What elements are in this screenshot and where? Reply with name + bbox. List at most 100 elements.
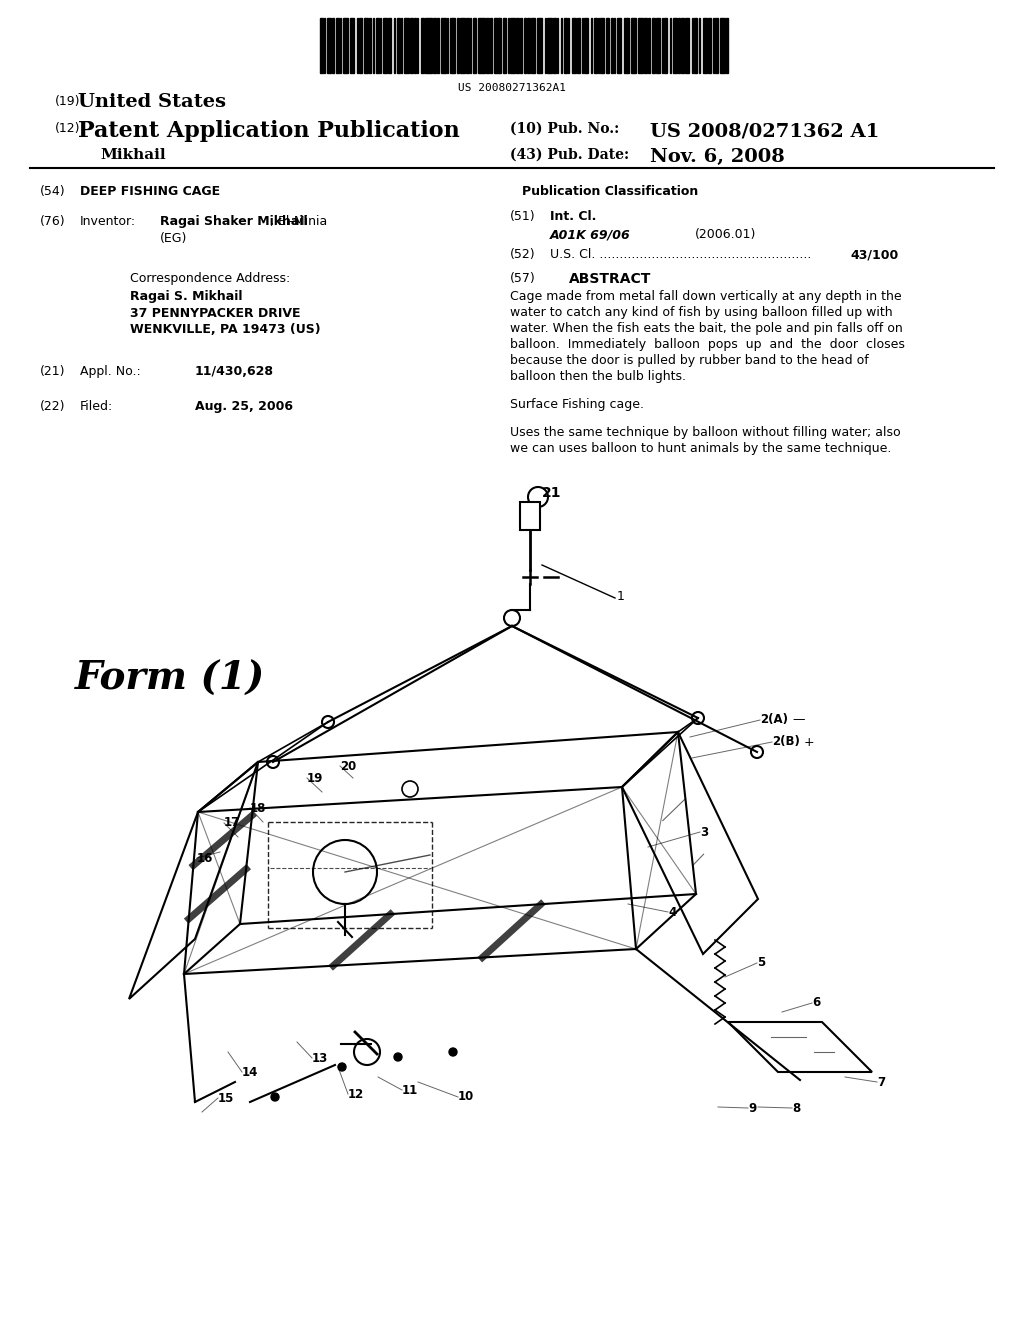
Text: 1: 1 [617,590,625,602]
Bar [503,18,506,73]
Bar [698,18,700,73]
Text: 14: 14 [242,1065,258,1078]
Bar [441,18,445,73]
Text: ABSTRACT: ABSTRACT [568,272,651,286]
Text: United States: United States [78,92,226,111]
Text: 9: 9 [748,1101,757,1114]
Bar [577,18,580,73]
Text: Nov. 6, 2008: Nov. 6, 2008 [650,148,784,166]
Text: (12): (12) [55,121,81,135]
Bar [404,18,409,73]
Text: 13: 13 [312,1052,329,1064]
Bar [340,18,341,73]
Text: 12: 12 [348,1088,365,1101]
Bar [644,18,646,73]
Bar [324,18,326,73]
Bar [425,18,430,73]
Bar [648,18,649,73]
Text: Patent Application Publication: Patent Application Publication [78,120,460,143]
Bar [343,18,344,73]
Bar [356,18,358,73]
Bar [616,18,622,73]
Bar [692,18,693,73]
Bar [369,18,371,73]
Bar [437,18,439,73]
Text: , El-Minia: , El-Minia [270,215,328,228]
Text: (19): (19) [55,95,81,108]
Bar [332,18,334,73]
Bar [708,18,711,73]
Text: (EG): (EG) [160,232,187,246]
Bar [421,18,424,73]
Text: 17: 17 [224,817,241,829]
Bar [466,18,469,73]
Bar [380,18,381,73]
Bar [520,502,540,531]
Bar [396,18,399,73]
Bar [319,18,323,73]
Text: because the door is pulled by rubber band to the head of: because the door is pulled by rubber ban… [510,354,868,367]
Text: 21: 21 [542,486,561,500]
Text: water to catch any kind of fish by using balloon filled up with: water to catch any kind of fish by using… [510,306,893,319]
Bar [373,18,375,73]
Bar [393,18,395,73]
Text: Aug. 25, 2006: Aug. 25, 2006 [195,400,293,413]
Bar [702,18,708,73]
Bar [500,18,501,73]
Bar [520,18,521,73]
Text: +: + [804,735,815,748]
Text: 10: 10 [458,1090,474,1104]
Bar [713,18,714,73]
Text: US 2008/0271362 A1: US 2008/0271362 A1 [650,121,880,140]
Text: water. When the fish eats the bait, the pole and pin falls off on: water. When the fish eats the bait, the … [510,322,903,335]
Text: (52): (52) [510,248,536,261]
Bar [540,18,543,73]
Bar [417,18,418,73]
Text: DEEP FISHING CAGE: DEEP FISHING CAGE [80,185,220,198]
Bar [557,18,558,73]
Bar [600,18,604,73]
Text: US 20080271362A1: US 20080271362A1 [458,83,566,92]
Text: Inventor:: Inventor: [80,215,136,228]
Text: 19: 19 [307,771,324,784]
Bar [685,18,689,73]
Bar [478,18,482,73]
Text: 6: 6 [812,997,820,1010]
Text: 16: 16 [197,851,213,865]
Bar [635,18,636,73]
Bar [553,18,556,73]
Bar [567,18,569,73]
Text: (21): (21) [40,366,66,378]
Bar [336,18,339,73]
Circle shape [271,1093,279,1101]
Bar [410,18,413,73]
Text: (2006.01): (2006.01) [695,228,757,242]
Text: 11: 11 [402,1084,418,1097]
Bar [388,18,391,73]
Bar [483,18,484,73]
Text: 2(A): 2(A) [760,714,788,726]
Bar [510,18,515,73]
Bar [508,18,509,73]
Bar [430,18,432,73]
Bar [458,18,459,73]
Bar [656,18,660,73]
Bar [591,18,592,73]
Text: (54): (54) [40,185,66,198]
Bar [495,18,499,73]
Bar [327,18,332,73]
Text: 20: 20 [340,759,356,772]
Bar [594,18,597,73]
Text: Filed:: Filed: [80,400,114,413]
Bar [631,18,634,73]
Bar [516,18,519,73]
Bar [446,18,449,73]
Text: (76): (76) [40,215,66,228]
Text: WENKVILLE, PA 19473 (US): WENKVILLE, PA 19473 (US) [130,323,321,337]
Bar [350,18,354,73]
Text: balloon then the bulb lights.: balloon then the bulb lights. [510,370,686,383]
Bar [571,18,577,73]
Bar [450,18,453,73]
Bar [564,18,567,73]
Bar [598,18,599,73]
